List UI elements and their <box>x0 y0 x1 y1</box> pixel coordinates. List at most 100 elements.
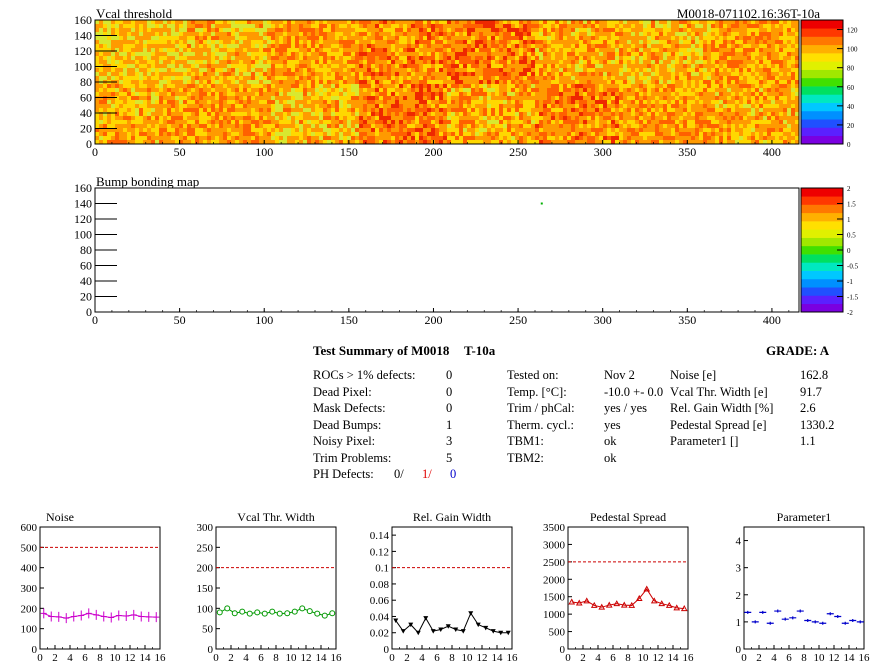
chart-point <box>70 611 77 622</box>
chart-ytick-label: 0 <box>208 644 214 656</box>
defect-label-4: Noisy Pixel: <box>313 434 376 448</box>
chart-ytick-label: 1 <box>736 617 742 629</box>
chart-point <box>445 624 451 629</box>
chart-series-line <box>43 612 157 619</box>
chart-xtick-label: 2 <box>52 652 58 664</box>
chart-point <box>239 608 246 615</box>
chart-xtick-label: 14 <box>316 652 328 664</box>
map2-ytick-label: 80 <box>80 243 92 257</box>
chart-point <box>40 608 47 619</box>
chart-point <box>598 603 606 610</box>
chart-3: Pedestal Spread 0 500 1000 1500 2000 2500 3000 3… <box>543 510 694 664</box>
map2-ytick-label: 140 <box>74 197 92 211</box>
map1-xtick-label: 400 <box>763 145 781 159</box>
bump-bonding-points <box>540 202 543 205</box>
chart-xtick-label: 4 <box>243 652 249 664</box>
map1-ytick-label: 40 <box>80 106 92 120</box>
chart-xtick-label: 4 <box>771 652 777 664</box>
chart-ytick-label: 0.04 <box>370 611 390 623</box>
chart-xtick-label: 8 <box>625 652 631 664</box>
chart-xtick-label: 0 <box>389 652 395 664</box>
chart-point <box>505 630 511 636</box>
chart-xtick-label: 10 <box>814 652 826 664</box>
chart-ytick-label: 2000 <box>543 574 566 586</box>
chart-point <box>751 620 759 624</box>
chart-point <box>108 612 115 623</box>
chart-ytick-label: 0.14 <box>370 530 390 542</box>
chart-point <box>605 601 613 608</box>
test-label-5: TBM2: <box>507 450 544 465</box>
chart-point <box>673 604 681 611</box>
chart-xtick-label: 8 <box>801 652 807 664</box>
defect-label-2: Mask Defects: <box>313 401 386 415</box>
chart-xtick-label: 14 <box>668 652 680 664</box>
ph-defects-label: PH Defects: <box>313 467 374 481</box>
chart-point <box>138 611 145 622</box>
chart-xtick-label: 6 <box>258 652 264 664</box>
chart-point <box>613 600 621 607</box>
chart-point <box>115 610 122 621</box>
chart-point <box>276 610 283 617</box>
map1-xtick-label: 0 <box>92 145 98 159</box>
palette2-tick-label: 1 <box>847 216 851 224</box>
tests-labels: Tested on: Temp. [°C]: Trim / phCal: Therm.… <box>507 367 575 466</box>
params-labels: Noise [e] Vcal Thr. Width [e] Rel. Gain Wi… <box>670 367 773 450</box>
chart-xtick-label: 6 <box>786 652 792 664</box>
palette2-tick-label: -0.5 <box>847 263 859 271</box>
chart-xtick-label: 12 <box>301 652 312 664</box>
chart-title: Noise <box>46 510 74 524</box>
chart-point <box>620 601 628 608</box>
chart-ytick-label: 0 <box>384 644 390 656</box>
chart-frame <box>215 526 337 650</box>
defect-value-0: 0 <box>446 368 453 382</box>
vcal-threshold-palette: 0 20 40 60 80 100 120 <box>800 19 858 149</box>
chart-point <box>55 611 62 622</box>
test-value-5: ok <box>604 450 617 465</box>
chart-point <box>665 601 673 608</box>
chart-xtick-label: 12 <box>829 652 840 664</box>
chart-ytick-label: 4 <box>736 536 742 548</box>
chart-xtick-label: 6 <box>434 652 440 664</box>
chart-xtick-label: 14 <box>140 652 152 664</box>
map2-ytick-label: 20 <box>80 290 92 304</box>
chart-point <box>48 611 55 622</box>
map1-ytick-label: 120 <box>74 44 92 58</box>
map2-xtick-label: 400 <box>763 313 781 327</box>
defect-value-5: 5 <box>446 450 453 465</box>
chart-point <box>483 625 489 631</box>
map1-ytick-label: 20 <box>80 122 92 136</box>
map2-xtick-label: 300 <box>594 313 612 327</box>
chart-ytick-label: 100 <box>197 603 214 615</box>
chart-point <box>643 585 651 592</box>
chart-point <box>628 601 636 608</box>
chart-point <box>284 610 291 617</box>
chart-title: Rel. Gain Width <box>413 510 491 524</box>
palette1-tick-label: 120 <box>847 27 858 35</box>
chart-title: Parameter1 <box>777 510 832 524</box>
bump-point <box>540 202 543 205</box>
chart-point <box>246 610 253 617</box>
chart-ytick-label: 250 <box>197 542 214 554</box>
chart-ytick-label: 500 <box>549 627 566 639</box>
chart-ytick-label: 0.08 <box>370 579 390 591</box>
chart-xtick-label: 0 <box>741 652 747 664</box>
chart-point <box>100 611 107 622</box>
chart-xtick-label: 0 <box>213 652 219 664</box>
chart-ytick-label: 300 <box>21 583 38 595</box>
chart-point <box>744 610 752 614</box>
chart-point <box>438 627 444 632</box>
summary-title: Test Summary of M0018 <box>313 343 450 358</box>
map2-ytick-label: 120 <box>74 212 92 226</box>
chart-frame <box>39 526 161 650</box>
defect-value-3: 1 <box>446 417 453 432</box>
chart-xtick-label: 2 <box>228 652 234 664</box>
chart-point <box>834 614 842 618</box>
chart-xtick-label: 10 <box>638 652 650 664</box>
chart-ytick-label: 2500 <box>543 557 566 569</box>
chart-ytick-label: 2 <box>736 590 742 602</box>
chart-xtick-label: 2 <box>404 652 410 664</box>
